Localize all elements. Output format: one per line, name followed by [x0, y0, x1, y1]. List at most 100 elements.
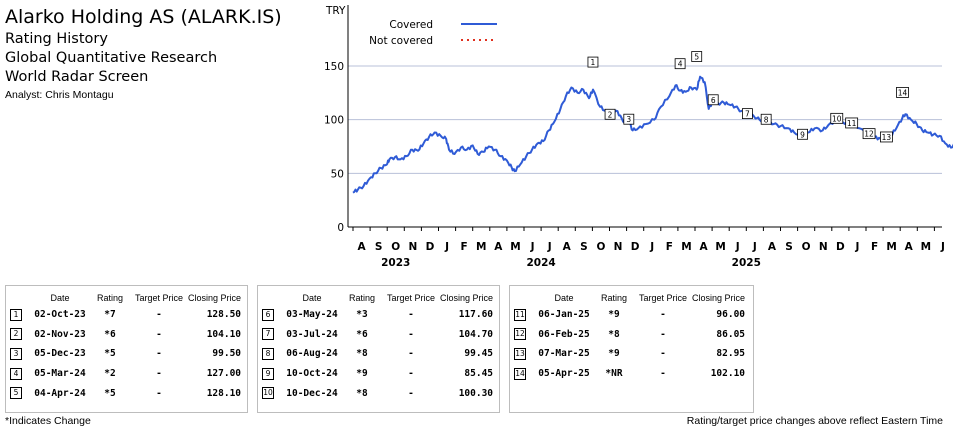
row-target-price: - [156, 387, 162, 399]
month-label: N [408, 241, 417, 253]
month-label: J [547, 241, 552, 253]
row-target-price: - [408, 309, 414, 321]
month-label: F [461, 241, 468, 253]
row-closing-price: 104.70 [458, 328, 494, 340]
month-label: A [768, 241, 777, 253]
marker-number: 10 [832, 114, 842, 123]
row-number: 14 [514, 364, 534, 384]
row-target-price: - [660, 348, 666, 360]
row-date: 02-Nov-23 [34, 328, 86, 340]
row-date: 06-Feb-25 [538, 328, 590, 340]
row-rating: *9 [608, 309, 620, 321]
row-rating: *8 [356, 348, 368, 360]
rating-marker-2: 2 [604, 108, 616, 120]
row-number: 6 [262, 305, 282, 325]
column-header: Rating [96, 293, 123, 303]
table-row: 8 06-Aug-24 *8 - 99.45 [262, 344, 493, 364]
row-target-price: - [660, 328, 666, 340]
month-label: M [476, 241, 486, 253]
row-date: 05-Apr-25 [538, 368, 590, 380]
rating-marker-7: 7 [742, 108, 753, 120]
table-row: 11 06-Jan-25 *9 - 96.00 [514, 305, 745, 325]
marker-number: 11 [847, 119, 857, 128]
month-label: M [715, 241, 725, 253]
month-label: J [649, 241, 654, 253]
row-number-box: 7 [262, 328, 274, 341]
row-rating: *5 [104, 348, 116, 360]
month-label: S [785, 241, 793, 253]
row-rating: *8 [356, 387, 368, 399]
row-date: 07-Mar-25 [538, 348, 590, 360]
marker-number: 6 [711, 96, 716, 105]
row-target-price: - [156, 309, 162, 321]
subtitle-line-1: Rating History [5, 31, 108, 47]
report-title: Alarko Holding AS (ALARK.IS) [5, 6, 282, 28]
row-rating: *6 [356, 328, 368, 340]
ratings-table-1: Date Rating Target Price Closing Price 1 02-O… [10, 291, 241, 403]
row-number: 10 [262, 383, 282, 403]
marker-box [797, 128, 808, 140]
month-label: S [375, 241, 383, 253]
row-target-price: - [408, 328, 414, 340]
month-label: F [871, 241, 878, 253]
marker-box [587, 56, 599, 68]
year-label-2025: 2025 [732, 257, 761, 269]
column-header: Closing Price [692, 293, 746, 303]
ratings-box-1: Date Rating Target Price Closing Price 1 02-O… [5, 285, 248, 413]
column-header: Date [50, 293, 70, 303]
table-row: 1 02-Oct-23 *7 - 128.50 [10, 305, 241, 325]
ratings-box-2: Date Rating Target Price Closing Price 6 03-M… [257, 285, 500, 413]
row-date: 03-May-24 [286, 309, 338, 321]
marker-box [623, 113, 635, 125]
month-label: D [836, 241, 845, 253]
month-label: J [444, 241, 449, 253]
analyst-name: Analyst: Chris Montagu [5, 89, 114, 101]
month-label: A [699, 241, 708, 253]
row-number: 12 [514, 325, 534, 345]
table-header-row: Date Rating Target Price Closing Price [262, 291, 493, 305]
row-number-box: 9 [262, 367, 274, 380]
row-closing-price: 86.05 [716, 328, 746, 340]
row-date: 02-Oct-23 [34, 309, 86, 321]
month-label: A [357, 241, 366, 253]
month-label: J [530, 241, 535, 253]
table-row: 7 03-Jul-24 *6 - 104.70 [262, 325, 493, 345]
rating-marker-11: 11 [845, 117, 859, 129]
rating-marker-9: 9 [797, 128, 808, 140]
row-closing-price: 82.95 [716, 348, 746, 360]
row-number: 2 [10, 325, 30, 345]
rating-marker-5: 5 [691, 51, 703, 62]
row-number-box: 10 [262, 387, 274, 400]
row-rating: *7 [104, 309, 116, 321]
row-number-box: 2 [10, 328, 22, 341]
row-closing-price: 128.50 [206, 309, 242, 321]
row-date: 06-Jan-25 [538, 309, 590, 321]
column-header: Rating [600, 293, 627, 303]
row-closing-price: 99.45 [464, 348, 494, 360]
legend-label-not-covered: Not covered [369, 35, 433, 47]
month-label: N [819, 241, 828, 253]
row-number: 9 [262, 364, 282, 384]
row-number: 5 [10, 383, 30, 403]
row-target-price: - [408, 348, 414, 360]
marker-number: 9 [800, 130, 805, 139]
table-row: 3 05-Dec-23 *5 - 99.50 [10, 344, 241, 364]
column-header: Closing Price [440, 293, 494, 303]
marker-box [896, 87, 909, 98]
marker-box [691, 51, 703, 62]
column-header: Target Price [386, 293, 436, 303]
row-number: 8 [262, 344, 282, 364]
series-layer [352, 75, 953, 194]
row-closing-price: 100.30 [458, 387, 494, 399]
row-number-box: 3 [10, 347, 22, 360]
month-label: F [666, 241, 673, 253]
month-label: M [681, 241, 691, 253]
marker-box [862, 128, 876, 140]
column-header [262, 291, 282, 305]
column-header: Closing Price [188, 293, 242, 303]
legend: Covered Not covered [369, 19, 497, 47]
row-closing-price: 85.45 [464, 368, 494, 380]
row-number-box: 12 [514, 328, 526, 341]
row-target-price: - [156, 328, 162, 340]
rating-marker-6: 6 [707, 94, 719, 106]
